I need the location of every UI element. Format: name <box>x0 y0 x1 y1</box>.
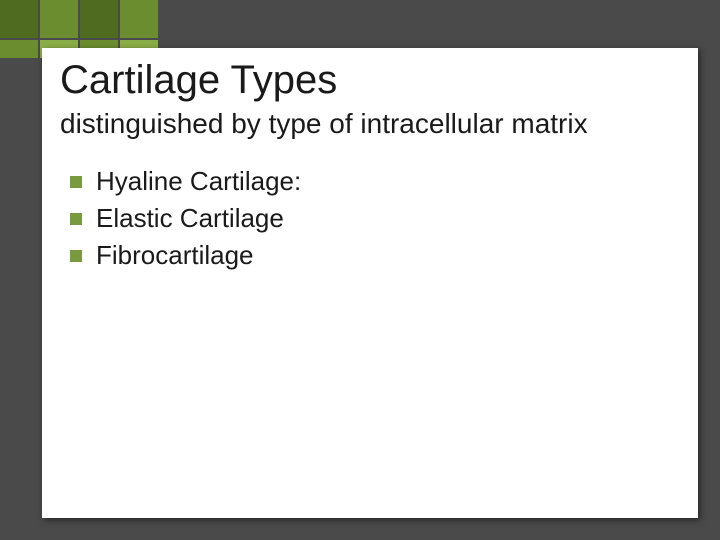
deco-square <box>120 0 158 38</box>
deco-square <box>0 0 38 38</box>
bullet-text: Elastic Cartilage <box>96 203 284 234</box>
bullet-icon <box>70 250 82 262</box>
deco-square <box>80 0 118 38</box>
slide-subtitle: distinguished by type of intracellular m… <box>60 108 588 140</box>
bullet-icon <box>70 176 82 188</box>
list-item: Hyaline Cartilage: <box>70 166 301 197</box>
slide: Cartilage Types distinguished by type of… <box>0 0 720 540</box>
bullet-text: Fibrocartilage <box>96 240 254 271</box>
bullet-icon <box>70 213 82 225</box>
slide-title: Cartilage Types <box>60 58 337 103</box>
list-item: Elastic Cartilage <box>70 203 301 234</box>
list-item: Fibrocartilage <box>70 240 301 271</box>
bullet-text: Hyaline Cartilage: <box>96 166 301 197</box>
deco-square <box>40 0 78 38</box>
bullet-list: Hyaline Cartilage: Elastic Cartilage Fib… <box>70 166 301 277</box>
content-panel: Cartilage Types distinguished by type of… <box>42 48 698 518</box>
deco-square <box>0 40 38 58</box>
